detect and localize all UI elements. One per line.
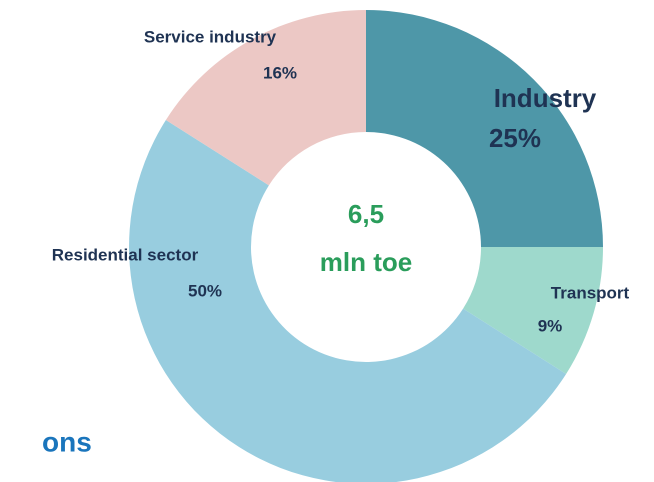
slice-label: Transport	[551, 283, 630, 302]
slice-label: Residential sector	[52, 245, 199, 264]
slice	[463, 247, 603, 374]
slice-label: Service industry	[144, 27, 277, 46]
center-label: mln toe	[320, 247, 412, 277]
slice	[165, 10, 366, 186]
value-label: 9%	[538, 316, 563, 335]
value-label: 16%	[263, 63, 297, 82]
slice	[366, 10, 603, 247]
value-label: 50%	[188, 281, 222, 300]
center-label: 6,5	[348, 199, 384, 229]
annotation: ons	[42, 426, 92, 457]
slice-label: Industry	[494, 83, 597, 113]
slice	[129, 120, 567, 482]
value-label: 25%	[489, 123, 541, 153]
